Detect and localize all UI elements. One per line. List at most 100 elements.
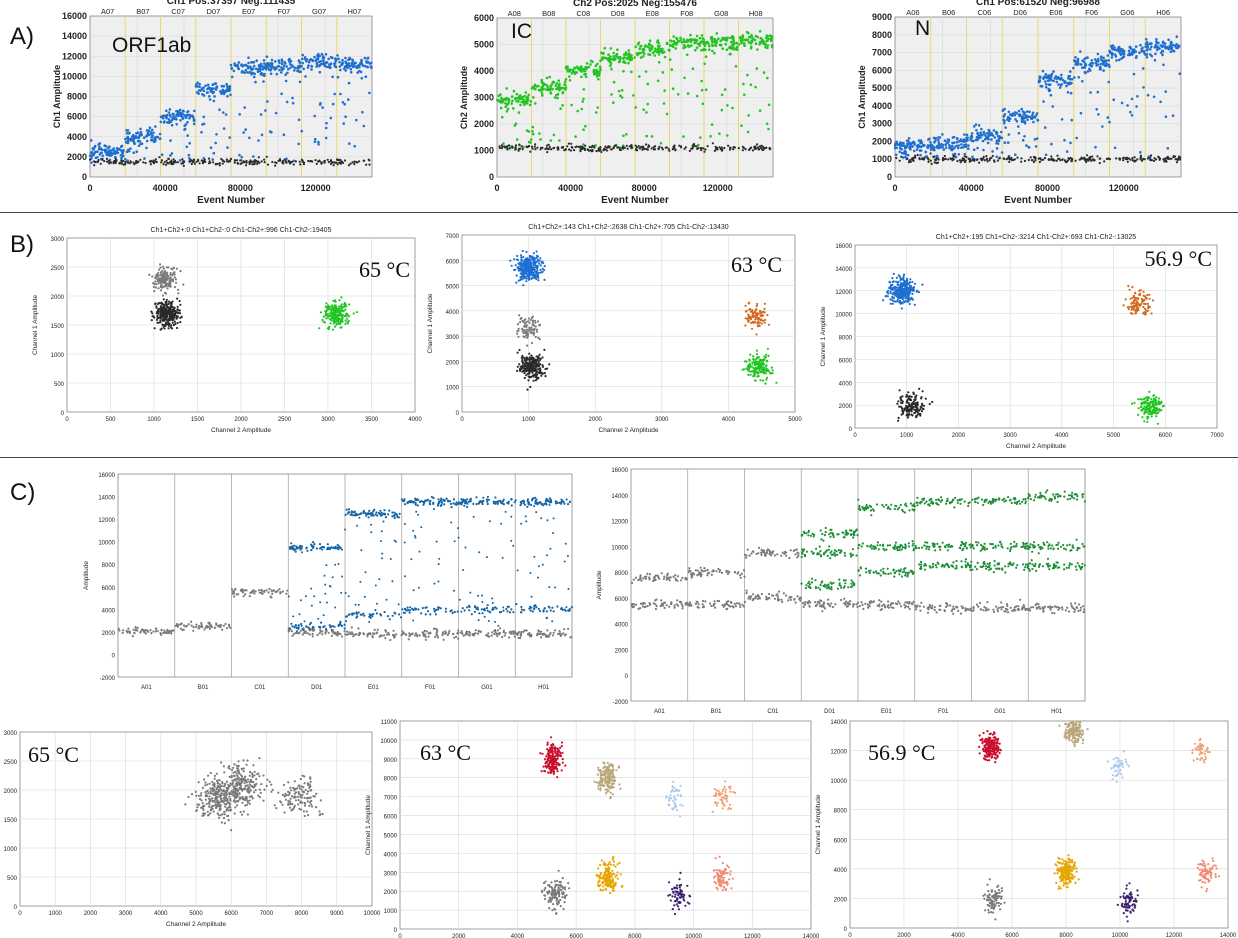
- droplet-point: [172, 280, 175, 283]
- droplet-point: [977, 135, 980, 138]
- droplet-point: [172, 112, 175, 116]
- droplet-point: [564, 78, 568, 81]
- droplet-point: [249, 70, 252, 74]
- x-tick-label: 2000: [589, 417, 603, 423]
- droplet-point: [755, 349, 759, 352]
- droplet-point: [98, 145, 101, 149]
- target-annotation: IC: [511, 20, 532, 43]
- droplet-point: [584, 75, 588, 79]
- droplet-point: [120, 156, 123, 160]
- droplet-point: [733, 146, 737, 149]
- droplet-point: [1040, 158, 1043, 161]
- droplet-point: [291, 65, 295, 68]
- droplet-point: [98, 142, 102, 145]
- droplet-point: [753, 147, 757, 150]
- droplet-point: [167, 162, 170, 165]
- chart-title: Ch2 Pos:2025 Neg:155476: [573, 0, 697, 9]
- droplet-point: [162, 267, 165, 270]
- droplet-point: [1061, 78, 1065, 82]
- droplet-point: [1055, 80, 1059, 84]
- droplet-point: [339, 92, 342, 96]
- droplet-point: [750, 33, 753, 37]
- droplet-point: [906, 292, 909, 295]
- droplet-point: [686, 39, 689, 43]
- droplet-point: [740, 40, 743, 44]
- droplet-point: [1047, 83, 1051, 86]
- droplet-point: [1131, 159, 1134, 162]
- droplet-point: [1075, 136, 1078, 140]
- droplet-point: [336, 316, 340, 319]
- droplet-point: [919, 153, 922, 157]
- droplet-point: [1027, 145, 1031, 149]
- droplet-point: [211, 83, 215, 86]
- droplet-point: [114, 155, 117, 159]
- droplet-point: [519, 272, 522, 275]
- droplet-point: [280, 71, 283, 74]
- droplet-point: [754, 364, 757, 367]
- droplet-point: [1081, 59, 1084, 62]
- droplet-point: [265, 55, 269, 58]
- droplet-point: [690, 44, 693, 47]
- droplet-point: [912, 392, 915, 396]
- droplet-point: [173, 286, 176, 289]
- droplet-point: [353, 163, 356, 166]
- droplet-point: [159, 317, 162, 320]
- droplet-point: [558, 86, 562, 90]
- y-tick-label: 5000: [474, 40, 494, 50]
- droplet-point: [166, 121, 170, 124]
- droplet-point: [721, 47, 724, 50]
- droplet-point: [749, 316, 752, 320]
- droplet-point: [148, 160, 151, 163]
- droplet-point: [1050, 72, 1054, 76]
- droplet-point: [349, 162, 352, 165]
- droplet-point: [159, 273, 162, 276]
- droplet-point: [913, 149, 916, 153]
- droplet-point: [365, 65, 369, 69]
- droplet-point: [525, 370, 528, 373]
- droplet-point: [1051, 105, 1055, 108]
- droplet-point: [1105, 63, 1108, 66]
- droplet-point: [500, 96, 503, 100]
- droplet-point: [749, 373, 752, 376]
- droplet-point: [338, 299, 341, 302]
- droplet-point: [506, 102, 510, 105]
- droplet-point: [156, 135, 159, 139]
- droplet-point: [168, 280, 171, 283]
- droplet-point: [1115, 59, 1118, 62]
- droplet-point: [1098, 157, 1101, 160]
- droplet-point: [171, 268, 174, 271]
- droplet-point: [526, 146, 529, 149]
- droplet-point: [185, 145, 189, 149]
- droplet-point: [143, 157, 146, 160]
- droplet-point: [747, 41, 751, 44]
- droplet-point: [514, 144, 518, 147]
- droplet-point: [1026, 118, 1029, 121]
- droplet-point: [947, 140, 950, 144]
- droplet-point: [944, 146, 948, 149]
- droplet-point: [754, 379, 757, 382]
- droplet-point: [222, 92, 226, 96]
- droplet-point: [174, 278, 177, 281]
- droplet-point: [1003, 157, 1006, 160]
- droplet-point: [549, 139, 553, 142]
- droplet-point: [986, 160, 989, 163]
- droplet-point: [661, 148, 665, 151]
- droplet-point: [170, 317, 173, 320]
- droplet-point: [163, 319, 166, 322]
- droplet-point: [761, 319, 765, 322]
- droplet-point: [352, 312, 355, 315]
- droplet-point: [180, 111, 183, 115]
- droplet-point: [944, 158, 947, 161]
- droplet-point: [125, 132, 129, 135]
- droplet-point: [899, 302, 902, 305]
- droplet-point: [137, 144, 141, 148]
- droplet-point: [368, 163, 371, 166]
- droplet-point: [763, 321, 766, 324]
- droplet-point: [332, 316, 336, 319]
- droplet-point: [1167, 47, 1170, 51]
- droplet-point: [672, 35, 675, 38]
- droplet-point: [899, 279, 902, 282]
- droplet-point: [747, 373, 750, 376]
- droplet-point: [959, 161, 962, 164]
- droplet-point: [1127, 157, 1130, 160]
